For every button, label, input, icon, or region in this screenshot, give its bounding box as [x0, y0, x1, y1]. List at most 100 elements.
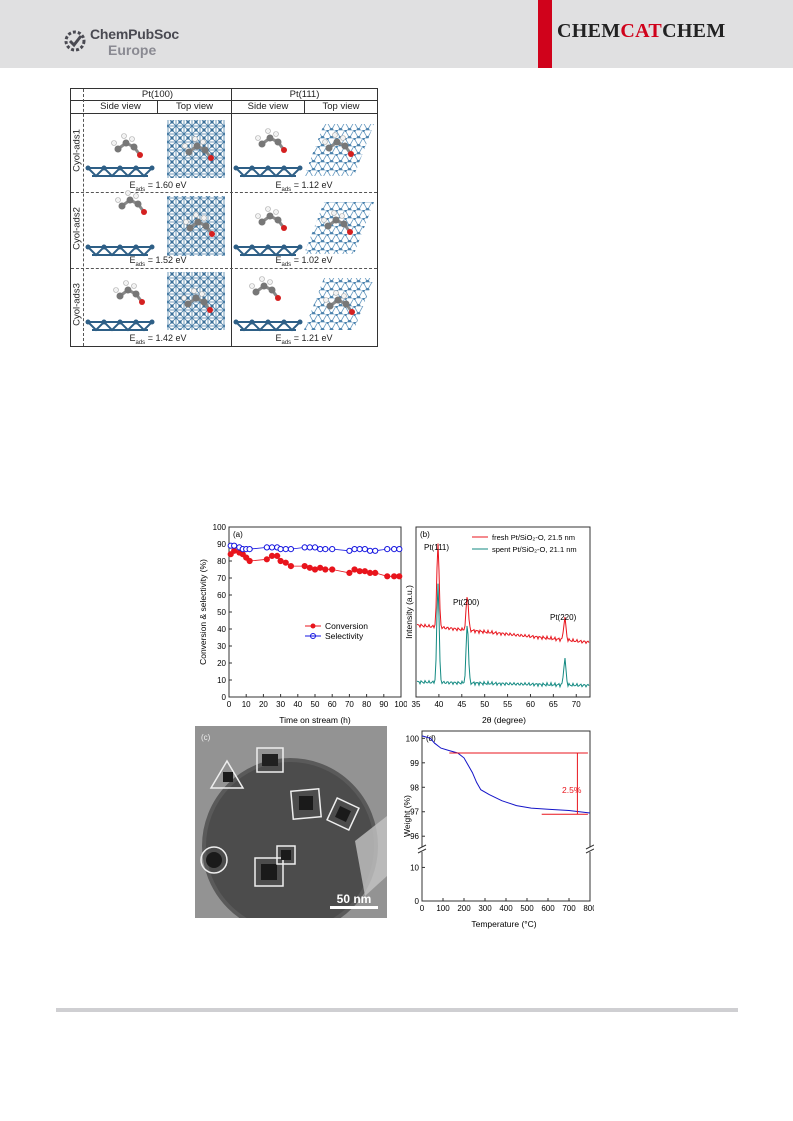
y-axis-label: Weight (%) — [404, 795, 412, 837]
data-point-selectivity — [317, 546, 324, 553]
subheader-top-view-100: Top view — [176, 101, 213, 112]
data-point-conversion — [306, 564, 313, 571]
legend: Conversion Selectivity — [305, 621, 368, 641]
data-point-conversion — [231, 547, 238, 554]
publisher-logo: ChemPubSoc Europe — [62, 24, 192, 60]
data-point-conversion — [263, 556, 270, 563]
x-tick-label: 500 — [520, 904, 534, 913]
data-point-selectivity — [356, 546, 363, 553]
y-axis-label: Intensity (a.u.) — [404, 585, 414, 639]
legend: fresh Pt/SiO₂-O, 21.5 nm spent Pt/SiO₂-O… — [472, 533, 577, 554]
panel-label: (c) — [201, 733, 211, 742]
x-tick-label: 70 — [345, 700, 354, 709]
footer-rule — [56, 1008, 738, 1012]
data-point-selectivity — [351, 546, 358, 553]
x-tick-label: 70 — [572, 700, 581, 709]
y-tick-label: 70 — [217, 574, 226, 583]
y-tick-label: 0 — [222, 693, 227, 702]
y-tick-label: 98 — [410, 783, 419, 792]
publisher-region: Europe — [108, 42, 157, 58]
data-point-selectivity — [306, 544, 313, 551]
data-point-conversion — [317, 564, 324, 571]
scale-bar-label: 50 nm — [337, 892, 372, 906]
data-point-conversion — [372, 569, 379, 577]
data-point-selectivity — [231, 542, 238, 549]
particle-marker-square — [254, 857, 284, 887]
data-point-selectivity — [391, 546, 398, 553]
eads-label: Eads = 1.52 eV — [129, 255, 187, 268]
data-point-selectivity — [396, 546, 403, 553]
publisher-name: ChemPubSoc — [90, 26, 180, 42]
journal-title: CHEMCATCHEM — [557, 20, 726, 43]
y-tick-label: 90 — [217, 540, 226, 549]
x-tick-label: 50 — [480, 700, 489, 709]
eads-label: Eads = 1.42 eV — [129, 333, 187, 346]
data-point-conversion — [391, 573, 398, 580]
data-point-selectivity — [263, 544, 270, 551]
data-point-conversion — [322, 566, 329, 573]
axis-break-mark — [585, 844, 594, 850]
x-tick-label: 200 — [457, 904, 471, 913]
data-point-conversion — [356, 568, 363, 575]
data-point-conversion — [274, 552, 281, 560]
legend-selectivity: Selectivity — [325, 631, 364, 641]
x-tick-label: 60 — [328, 700, 337, 709]
plot-frame — [228, 526, 402, 698]
particle-marker-square — [290, 788, 322, 820]
data-point-conversion — [277, 557, 284, 565]
axis-break-gap — [420, 847, 425, 852]
series-fresh-line — [416, 543, 590, 645]
x-tick-label: 45 — [457, 700, 466, 709]
panel-label: (b) — [420, 530, 430, 539]
x-tick-label: 65 — [549, 700, 558, 709]
data-point-selectivity — [366, 547, 374, 554]
journal-header: ChemPubSoc Europe CHEMCATCHEM — [0, 0, 793, 68]
annotation-label: 2.5% — [562, 785, 582, 795]
peak-label-pt220: Pt(220) — [550, 613, 577, 622]
panel-label: (a) — [233, 530, 243, 539]
axis-break-mark — [585, 848, 594, 854]
y-tick-label: 60 — [217, 591, 226, 600]
y-tick-label: 10 — [217, 676, 226, 685]
data-point-selectivity — [246, 546, 253, 553]
data-point-selectivity — [301, 544, 308, 551]
data-point-conversion — [346, 569, 353, 577]
particle-marker-square — [326, 797, 360, 831]
y-tick-label: 20 — [217, 659, 226, 668]
data-point-selectivity — [311, 544, 319, 551]
x-tick-label: 60 — [526, 700, 535, 709]
eads-label: Eads = 1.02 eV — [275, 255, 333, 268]
data-point-conversion — [311, 566, 319, 573]
x-tick-label: 30 — [276, 700, 285, 709]
chart-stability: (a) 0 10 20 30 40 50 60 70 80 90 100 0 10 20 30 40 50 60 7… — [198, 523, 407, 725]
eads-label: Eads = 1.12 eV — [275, 180, 333, 193]
legend-conversion: Conversion — [325, 621, 368, 631]
data-point-conversion — [246, 557, 253, 565]
peak-label-pt200: Pt(200) — [453, 598, 480, 607]
x-tick-label: 0 — [420, 904, 425, 913]
y-tick-label: 40 — [217, 625, 226, 634]
data-point-selectivity — [346, 547, 353, 554]
particle-marker-square — [276, 845, 296, 865]
particle-marker-circle — [200, 846, 228, 874]
x-tick-label: 100 — [394, 700, 407, 709]
x-tick-label: 10 — [242, 700, 251, 709]
subheader-side-view-100: Side view — [100, 101, 141, 112]
subheader-side-view-111: Side view — [247, 101, 289, 112]
publisher-logo-icon — [64, 30, 86, 52]
y-tick-label: 100 — [406, 734, 420, 743]
journal-title-part3: CHEM — [662, 20, 726, 42]
scale-bar — [330, 906, 378, 909]
column-header-pt100: Pt(100) — [141, 89, 174, 100]
x-axis-label: 2θ (degree) — [482, 715, 526, 725]
adsorption-configuration-table: Pt(100) Pt(111) Side view Top view Side … — [70, 88, 378, 347]
particle-marker-triangle — [209, 759, 245, 789]
y-tick-label: 30 — [217, 642, 226, 651]
y-tick-label: 99 — [410, 759, 419, 768]
data-point-conversion — [396, 573, 403, 580]
x-axis-label: Temperature (°C) — [471, 919, 536, 929]
plot-frame — [415, 526, 591, 698]
y-tick-label: 100 — [213, 523, 227, 532]
row-label: Cyol-ads1 — [71, 129, 83, 172]
x-tick-label: 40 — [434, 700, 443, 709]
